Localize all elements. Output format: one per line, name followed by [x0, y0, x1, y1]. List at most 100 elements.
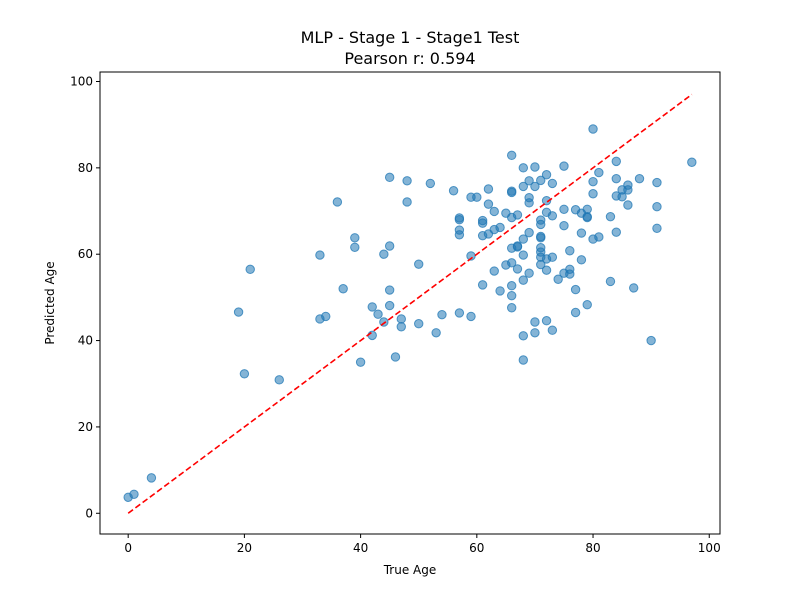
- data-point: [489, 266, 499, 276]
- data-point: [536, 233, 546, 243]
- x-axis: 0 20 40 60 80 100: [124, 534, 721, 555]
- data-point: [518, 181, 529, 192]
- data-point: [414, 259, 424, 269]
- data-point: [477, 280, 488, 290]
- data-point: [373, 309, 383, 319]
- data-point: [129, 489, 139, 499]
- data-point: [146, 473, 157, 483]
- data-point: [611, 227, 621, 237]
- data-point: [506, 258, 517, 268]
- data-point: [384, 172, 395, 183]
- points-layer: [123, 124, 697, 502]
- chart-title: MLP - Stage 1 - Stage1 Test: [301, 28, 520, 47]
- data-point: [605, 276, 616, 287]
- data-point: [559, 204, 569, 215]
- data-point: [350, 242, 360, 253]
- data-point: [506, 187, 517, 198]
- data-point: [559, 221, 569, 231]
- data-point: [559, 161, 569, 171]
- data-point: [547, 211, 558, 221]
- x-axis-label: True Age: [383, 563, 437, 577]
- data-point: [588, 189, 598, 199]
- data-point: [541, 170, 552, 180]
- data-point: [483, 184, 494, 194]
- data-point: [594, 167, 604, 178]
- data-point: [687, 157, 697, 167]
- data-point: [379, 249, 389, 259]
- data-point: [384, 285, 395, 295]
- data-point: [611, 173, 621, 184]
- data-point: [524, 198, 534, 208]
- data-point: [518, 163, 529, 173]
- data-point: [547, 252, 558, 262]
- reference-line-layer: [127, 93, 693, 514]
- data-point: [367, 302, 377, 312]
- data-point: [414, 319, 424, 329]
- data-point: [652, 202, 662, 212]
- data-point: [524, 176, 534, 186]
- data-point: [582, 300, 592, 310]
- data-point: [518, 331, 529, 341]
- data-point: [629, 283, 639, 293]
- data-point: [524, 227, 534, 238]
- x-tick-label: 60: [469, 541, 484, 555]
- y-tick-label: 100: [70, 74, 93, 88]
- data-point: [518, 250, 529, 260]
- data-point: [384, 241, 395, 251]
- data-point: [274, 375, 284, 385]
- data-point: [506, 290, 517, 301]
- data-point: [541, 195, 552, 206]
- data-point: [315, 250, 325, 260]
- x-tick-label: 40: [353, 541, 368, 555]
- data-point: [506, 281, 517, 291]
- data-point: [536, 175, 546, 186]
- y-tick-label: 40: [78, 334, 93, 348]
- data-point: [402, 176, 412, 186]
- data-point: [495, 286, 505, 296]
- data-point: [652, 223, 662, 234]
- data-point: [495, 222, 505, 233]
- data-point: [530, 181, 540, 192]
- data-point: [390, 352, 401, 362]
- data-point: [623, 200, 633, 210]
- data-point: [553, 274, 563, 284]
- data-point: [570, 307, 581, 318]
- data-point: [524, 268, 534, 278]
- data-point: [466, 311, 476, 322]
- data-point: [245, 264, 255, 275]
- data-point: [588, 124, 598, 134]
- data-point: [634, 173, 645, 184]
- data-point: [623, 185, 633, 195]
- data-point: [646, 335, 656, 346]
- data-point: [565, 269, 575, 279]
- data-point: [506, 303, 517, 313]
- data-point: [425, 178, 436, 189]
- data-point: [338, 284, 348, 294]
- y-axis: 0 20 40 60 80 100: [70, 74, 100, 520]
- data-point: [477, 218, 488, 228]
- data-point: [547, 325, 558, 335]
- data-point: [396, 314, 406, 324]
- data-point: [454, 230, 465, 240]
- data-point: [530, 317, 540, 327]
- data-point: [605, 211, 616, 222]
- data-point: [594, 232, 604, 242]
- data-point: [512, 210, 523, 220]
- data-point: [547, 178, 558, 189]
- y-tick-label: 20: [78, 420, 93, 434]
- data-point: [611, 156, 621, 167]
- data-point: [454, 214, 465, 225]
- data-point: [321, 311, 331, 322]
- data-point: [518, 275, 529, 285]
- data-point: [489, 206, 499, 217]
- data-point: [431, 328, 441, 338]
- data-point: [570, 284, 581, 295]
- data-point: [239, 369, 250, 379]
- data-point: [367, 330, 377, 341]
- data-point: [530, 328, 540, 338]
- data-point: [536, 219, 546, 230]
- y-tick-label: 0: [85, 506, 93, 520]
- y-axis-label: Predicted Age: [43, 261, 57, 344]
